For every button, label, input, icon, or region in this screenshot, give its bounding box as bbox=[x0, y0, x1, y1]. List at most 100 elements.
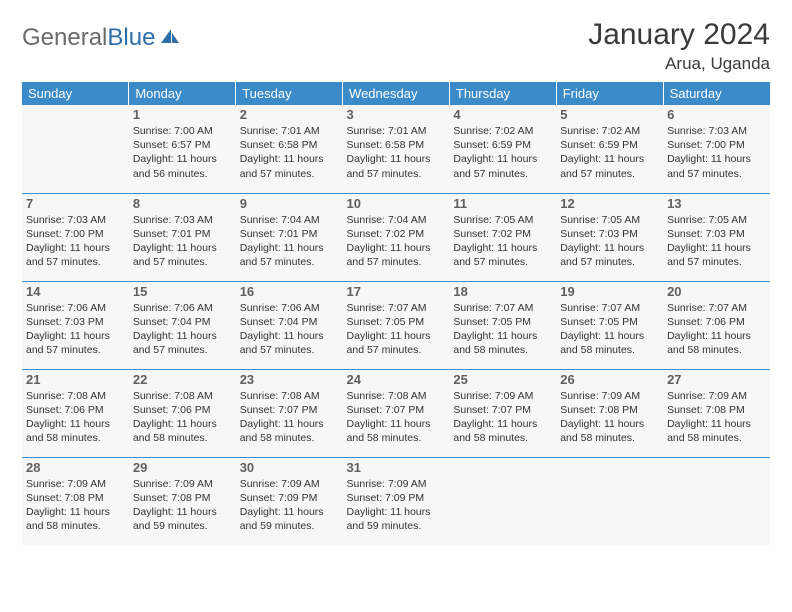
sunset-text: Sunset: 7:04 PM bbox=[240, 315, 339, 329]
day-number: 19 bbox=[560, 284, 659, 299]
sunrise-text: Sunrise: 7:09 AM bbox=[560, 389, 659, 403]
day-number: 5 bbox=[560, 107, 659, 122]
weekday-header: Thursday bbox=[449, 82, 556, 105]
calendar-day-cell: 19Sunrise: 7:07 AMSunset: 7:05 PMDayligh… bbox=[556, 281, 663, 369]
sunset-text: Sunset: 7:06 PM bbox=[26, 403, 125, 417]
sunrise-text: Sunrise: 7:06 AM bbox=[240, 301, 339, 315]
calendar-day-cell: 16Sunrise: 7:06 AMSunset: 7:04 PMDayligh… bbox=[236, 281, 343, 369]
calendar-week-row: 1Sunrise: 7:00 AMSunset: 6:57 PMDaylight… bbox=[22, 105, 770, 193]
calendar-day-cell: 31 Sunrise: 7:09 AMSunset: 7:09 PMDayligh… bbox=[343, 457, 450, 545]
brand-part1: General bbox=[22, 24, 107, 52]
sunrise-text: Sunrise: 7:09 AM bbox=[240, 477, 339, 491]
calendar-day-cell: 4Sunrise: 7:02 AMSunset: 6:59 PMDaylight… bbox=[449, 105, 556, 193]
sunset-text: Sunset: 7:09 PM bbox=[240, 491, 339, 505]
day-number: 23 bbox=[240, 372, 339, 387]
calendar-body: 1Sunrise: 7:00 AMSunset: 6:57 PMDaylight… bbox=[22, 105, 770, 545]
sunrise-text: Sunrise: 7:09 AM bbox=[133, 477, 232, 491]
sunset-text: Sunset: 7:05 PM bbox=[560, 315, 659, 329]
day-number: 26 bbox=[560, 372, 659, 387]
sunset-text: Sunset: 6:58 PM bbox=[240, 138, 339, 152]
calendar-day-cell: 21Sunrise: 7:08 AMSunset: 7:06 PMDayligh… bbox=[22, 369, 129, 457]
sail-icon bbox=[159, 24, 181, 52]
sunset-text: Sunset: 7:03 PM bbox=[560, 227, 659, 241]
daylight-text: Daylight: 11 hours and 58 minutes. bbox=[453, 329, 552, 357]
calendar-day-cell: 28Sunrise: 7:09 AMSunset: 7:08 PMDayligh… bbox=[22, 457, 129, 545]
daylight-text: Daylight: 11 hours and 58 minutes. bbox=[667, 417, 766, 445]
sunrise-text: Sunrise: 7:02 AM bbox=[560, 124, 659, 138]
day-number: 2 bbox=[240, 107, 339, 122]
daylight-text: Daylight: 11 hours and 58 minutes. bbox=[667, 329, 766, 357]
sunrise-text: Sunrise: 7:09 AM bbox=[26, 477, 125, 491]
sunrise-text: Sunrise: 7:07 AM bbox=[347, 301, 446, 315]
sunset-text: Sunset: 7:08 PM bbox=[667, 403, 766, 417]
calendar-day-cell: 10Sunrise: 7:04 AMSunset: 7:02 PMDayligh… bbox=[343, 193, 450, 281]
day-number: 13 bbox=[667, 196, 766, 211]
calendar-day-cell: 20Sunrise: 7:07 AMSunset: 7:06 PMDayligh… bbox=[663, 281, 770, 369]
sunset-text: Sunset: 7:03 PM bbox=[26, 315, 125, 329]
daylight-text: Daylight: 11 hours and 57 minutes. bbox=[240, 329, 339, 357]
calendar-day-cell: 15Sunrise: 7:06 AMSunset: 7:04 PMDayligh… bbox=[129, 281, 236, 369]
day-number: 10 bbox=[347, 196, 446, 211]
day-number: 18 bbox=[453, 284, 552, 299]
weekday-header: Monday bbox=[129, 82, 236, 105]
calendar-day-cell: 5Sunrise: 7:02 AMSunset: 6:59 PMDaylight… bbox=[556, 105, 663, 193]
sunset-text: Sunset: 7:01 PM bbox=[240, 227, 339, 241]
sunrise-text: Sunrise: 7:05 AM bbox=[453, 213, 552, 227]
sunrise-text: Sunrise: 7:07 AM bbox=[667, 301, 766, 315]
weekday-header: Wednesday bbox=[343, 82, 450, 105]
sunrise-text: Sunrise: 7:08 AM bbox=[26, 389, 125, 403]
daylight-text: Daylight: 11 hours and 57 minutes. bbox=[26, 329, 125, 357]
daylight-text: Daylight: 11 hours and 57 minutes. bbox=[133, 241, 232, 269]
sunset-text: Sunset: 7:05 PM bbox=[453, 315, 552, 329]
sunset-text: Sunset: 7:03 PM bbox=[667, 227, 766, 241]
day-number: 28 bbox=[26, 460, 125, 475]
calendar-day-cell: 27 Sunrise: 7:09 AMSunset: 7:08 PMDayligh… bbox=[663, 369, 770, 457]
daylight-text: Daylight: 11 hours and 58 minutes. bbox=[347, 417, 446, 445]
sunset-text: Sunset: 7:09 PM bbox=[347, 491, 446, 505]
calendar-header-row: SundayMondayTuesdayWednesdayThursdayFrid… bbox=[22, 82, 770, 105]
sunset-text: Sunset: 7:08 PM bbox=[560, 403, 659, 417]
sunrise-text: Sunrise: 7:08 AM bbox=[347, 389, 446, 403]
sunset-text: Sunset: 7:08 PM bbox=[133, 491, 232, 505]
page-header: GeneralBlue January 2024 Arua, Uganda bbox=[22, 18, 770, 74]
daylight-text: Daylight: 11 hours and 58 minutes. bbox=[133, 417, 232, 445]
sunset-text: Sunset: 7:08 PM bbox=[26, 491, 125, 505]
sunset-text: Sunset: 7:07 PM bbox=[453, 403, 552, 417]
day-number: 9 bbox=[240, 196, 339, 211]
daylight-text: Daylight: 11 hours and 57 minutes. bbox=[26, 241, 125, 269]
calendar-week-row: 21Sunrise: 7:08 AMSunset: 7:06 PMDayligh… bbox=[22, 369, 770, 457]
daylight-text: Daylight: 11 hours and 57 minutes. bbox=[240, 241, 339, 269]
sunrise-text: Sunrise: 7:05 AM bbox=[560, 213, 659, 227]
sunset-text: Sunset: 6:59 PM bbox=[560, 138, 659, 152]
sunrise-text: Sunrise: 7:02 AM bbox=[453, 124, 552, 138]
daylight-text: Daylight: 11 hours and 57 minutes. bbox=[453, 152, 552, 180]
daylight-text: Daylight: 11 hours and 59 minutes. bbox=[347, 505, 446, 533]
sunrise-text: Sunrise: 7:01 AM bbox=[347, 124, 446, 138]
sunrise-text: Sunrise: 7:05 AM bbox=[667, 213, 766, 227]
sunrise-text: Sunrise: 7:08 AM bbox=[240, 389, 339, 403]
daylight-text: Daylight: 11 hours and 57 minutes. bbox=[560, 241, 659, 269]
day-number: 27 bbox=[667, 372, 766, 387]
daylight-text: Daylight: 11 hours and 56 minutes. bbox=[133, 152, 232, 180]
calendar-day-cell: 26Sunrise: 7:09 AMSunset: 7:08 PMDayligh… bbox=[556, 369, 663, 457]
sunset-text: Sunset: 7:07 PM bbox=[240, 403, 339, 417]
daylight-text: Daylight: 11 hours and 57 minutes. bbox=[667, 241, 766, 269]
calendar-day-cell: 1Sunrise: 7:00 AMSunset: 6:57 PMDaylight… bbox=[129, 105, 236, 193]
sunrise-text: Sunrise: 7:09 AM bbox=[347, 477, 446, 491]
sunset-text: Sunset: 7:04 PM bbox=[133, 315, 232, 329]
calendar-day-cell: 13 Sunrise: 7:05 AMSunset: 7:03 PMDayligh… bbox=[663, 193, 770, 281]
daylight-text: Daylight: 11 hours and 58 minutes. bbox=[240, 417, 339, 445]
day-number: 31 bbox=[347, 460, 446, 475]
calendar-week-row: 14Sunrise: 7:06 AMSunset: 7:03 PMDayligh… bbox=[22, 281, 770, 369]
sunrise-text: Sunrise: 7:04 AM bbox=[347, 213, 446, 227]
sunrise-text: Sunrise: 7:01 AM bbox=[240, 124, 339, 138]
day-number: 3 bbox=[347, 107, 446, 122]
month-title: January 2024 bbox=[588, 18, 770, 52]
sunset-text: Sunset: 7:00 PM bbox=[26, 227, 125, 241]
day-number: 12 bbox=[560, 196, 659, 211]
sunrise-text: Sunrise: 7:09 AM bbox=[667, 389, 766, 403]
sunrise-text: Sunrise: 7:07 AM bbox=[453, 301, 552, 315]
calendar-day-cell: 3Sunrise: 7:01 AMSunset: 6:58 PMDaylight… bbox=[343, 105, 450, 193]
sunrise-text: Sunrise: 7:08 AM bbox=[133, 389, 232, 403]
sunrise-text: Sunrise: 7:07 AM bbox=[560, 301, 659, 315]
